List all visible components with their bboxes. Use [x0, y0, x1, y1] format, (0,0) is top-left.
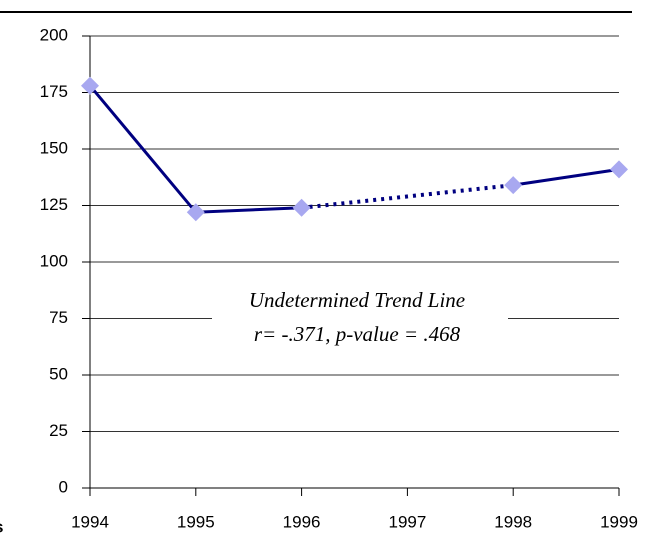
x-tick-label: 1999	[600, 512, 638, 531]
marker	[292, 198, 311, 217]
cut-text: s	[0, 517, 3, 536]
y-tick-label: 175	[40, 82, 68, 101]
y-tick-label: 125	[40, 195, 68, 214]
gap-connector	[301, 183, 514, 210]
x-tick-label: 1997	[388, 512, 426, 531]
annotation: r= -.371, p-value = .468	[254, 322, 461, 346]
y-tick-label: 25	[49, 421, 68, 440]
y-tick-label: 75	[49, 308, 68, 327]
y-tick-label: 0	[59, 477, 68, 496]
y-tick-label: 50	[49, 364, 68, 383]
marker	[610, 160, 628, 179]
x-tick-label: 1994	[71, 512, 109, 531]
y-tick-label: 100	[40, 251, 68, 270]
marker	[186, 203, 205, 222]
annotation-box	[212, 284, 508, 356]
y-tick-label: 200	[40, 25, 68, 44]
x-tick-label: 1995	[177, 512, 215, 531]
annotation: Undetermined Trend Line	[249, 288, 465, 312]
y-tick-label: 150	[40, 138, 68, 157]
x-tick-label: 1998	[494, 512, 532, 531]
marker	[81, 76, 99, 95]
marker	[504, 176, 523, 195]
x-tick-label: 1996	[283, 512, 321, 531]
